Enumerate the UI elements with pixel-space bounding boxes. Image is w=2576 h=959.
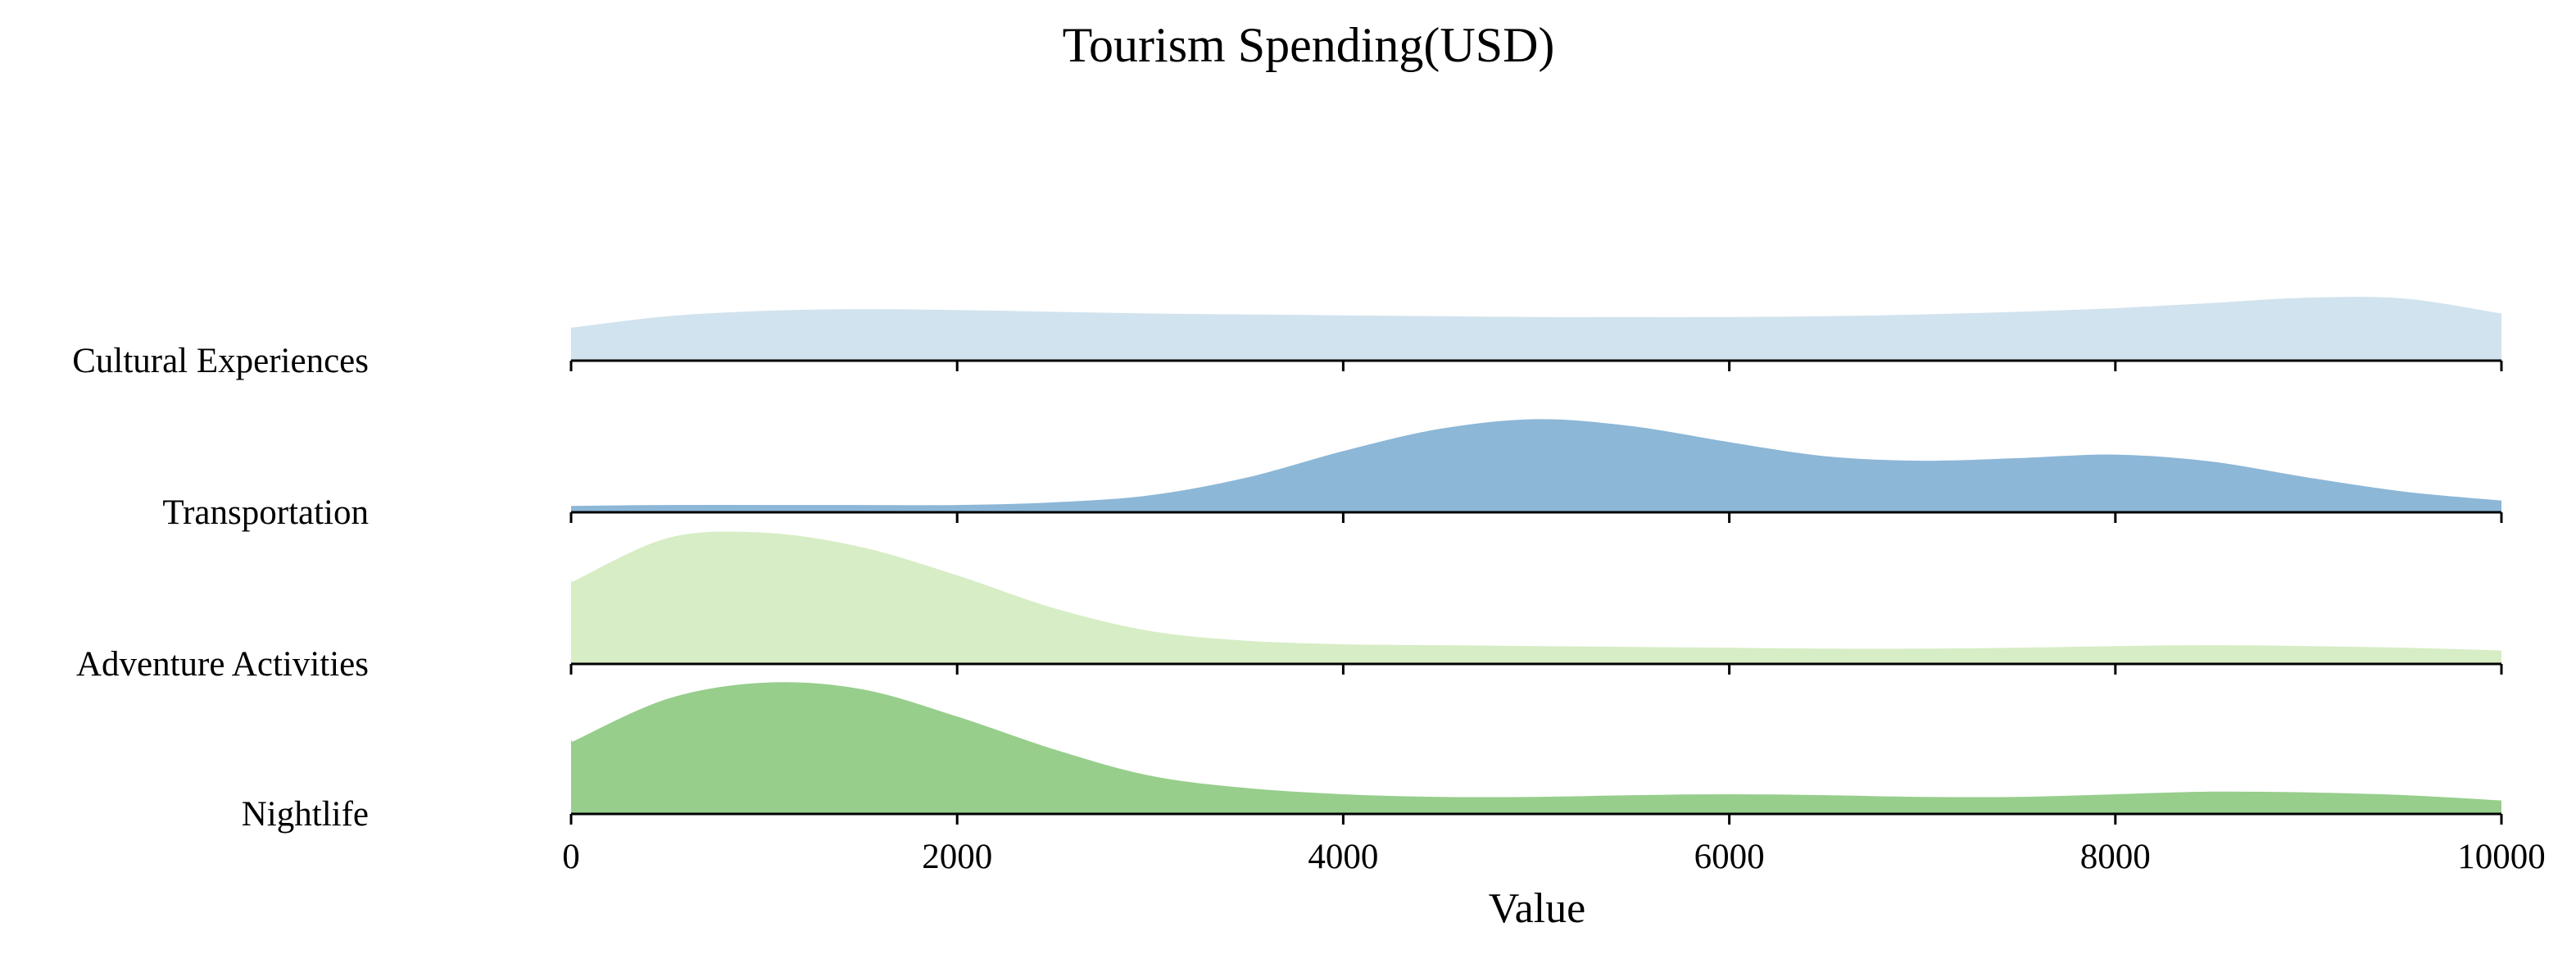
ridge-outline-nightlife xyxy=(569,677,2502,801)
axes-layer: Cultural Experiences Transportation Advent… xyxy=(72,342,2546,876)
row-label-nightlife: Nightlife xyxy=(242,795,369,834)
x-tick-label: 4000 xyxy=(1308,838,1378,876)
row-label-transportation: Transportation xyxy=(162,493,369,532)
row-label-adventure-activities: Adventure Activities xyxy=(76,645,369,684)
x-tick-label: 6000 xyxy=(1694,838,1765,876)
ridge-outline-cultural-experiences xyxy=(570,292,2502,328)
ridge-area-adventure-activities xyxy=(571,529,2501,664)
x-tick-label: 10000 xyxy=(2457,838,2546,876)
x-tick-label: 0 xyxy=(562,838,580,876)
ridge-outline-transportation xyxy=(570,414,2502,507)
ridge-transportation xyxy=(570,414,2502,512)
x-axis-label: Value xyxy=(1489,885,1585,932)
ridge-adventure-activities xyxy=(569,526,2502,664)
row-label-cultural-experiences: Cultural Experiences xyxy=(72,342,369,380)
x-tick-label: 2000 xyxy=(922,838,992,876)
ridge-area-nightlife xyxy=(571,679,2501,814)
ridge-area-transportation xyxy=(571,416,2501,512)
ridge-cultural-experiences xyxy=(570,292,2502,361)
ridge-nightlife xyxy=(569,677,2502,814)
chart-title: Tourism Spending(USD) xyxy=(1063,18,1555,72)
ridge-outline-adventure-activities xyxy=(569,526,2502,651)
ridges-layer xyxy=(569,292,2502,814)
x-tick-label: 8000 xyxy=(2080,838,2151,876)
